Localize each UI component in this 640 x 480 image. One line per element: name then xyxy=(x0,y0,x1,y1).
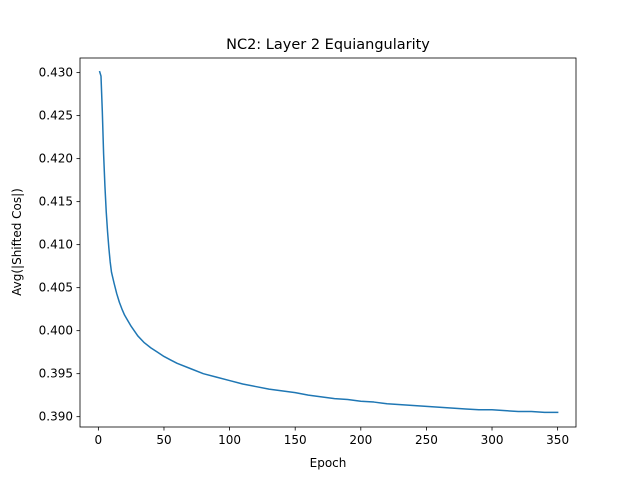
x-tick-label: 200 xyxy=(349,433,372,447)
y-tick-label: 0.400 xyxy=(39,324,73,338)
x-tick-label: 250 xyxy=(415,433,438,447)
x-tick-label: 0 xyxy=(95,433,103,447)
y-tick-label: 0.425 xyxy=(39,109,73,123)
y-tick-label: 0.410 xyxy=(39,238,73,252)
x-tick-label: 350 xyxy=(546,433,569,447)
y-tick-label: 0.415 xyxy=(39,195,73,209)
plot-area xyxy=(98,70,559,414)
y-tick-label: 0.390 xyxy=(39,410,73,424)
y-tick-label: 0.395 xyxy=(39,367,73,381)
y-axis-label: Avg(|Shifted Cos|) xyxy=(10,188,24,296)
x-tick-label: 150 xyxy=(284,433,307,447)
axes-frame xyxy=(79,57,577,428)
series-line xyxy=(98,70,559,414)
x-axis-ticks: 0 50 100 150 200 250 300 350 xyxy=(95,427,569,447)
chart-title: NC2: Layer 2 Equiangularity xyxy=(226,37,430,53)
x-axis-label: Epoch xyxy=(310,456,347,470)
x-tick-label: 300 xyxy=(481,433,504,447)
x-tick-label: 50 xyxy=(156,433,171,447)
y-axis-ticks: 0.390 0.395 0.400 0.405 0.410 0.415 0.420 0.425… xyxy=(39,66,80,424)
y-tick-label: 0.405 xyxy=(39,281,73,295)
x-tick-label: 100 xyxy=(218,433,241,447)
y-tick-label: 0.420 xyxy=(39,152,73,166)
y-tick-label: 0.430 xyxy=(39,66,73,80)
